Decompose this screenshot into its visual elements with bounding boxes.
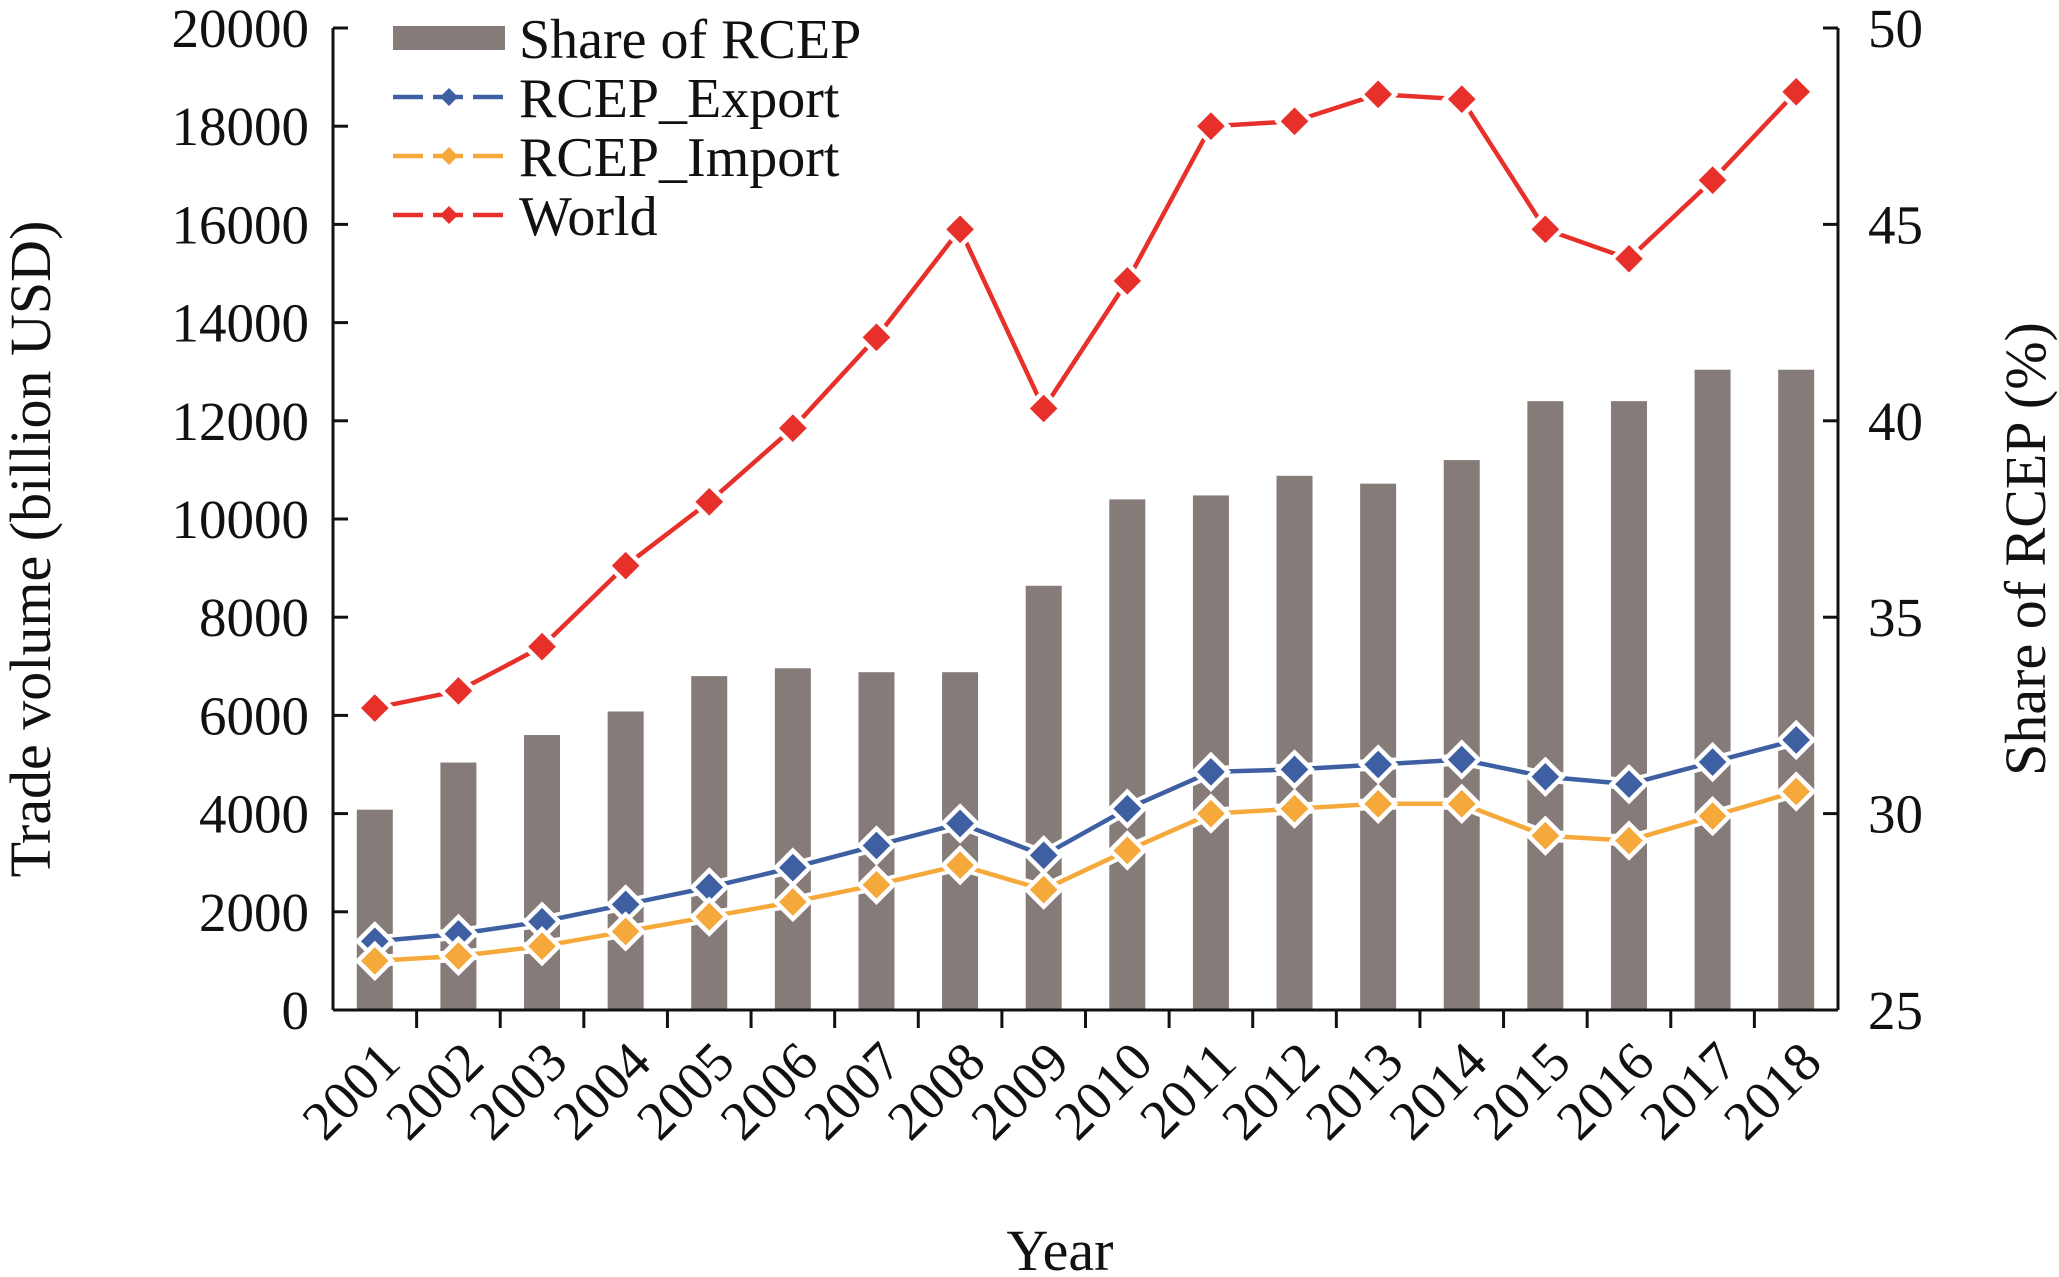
y-tick-label-left-2000: 2000: [199, 882, 309, 943]
point-world-2013: [1357, 74, 1399, 115]
legend-label-share-of-rcep: Share of RCEP: [519, 9, 861, 71]
legend-marker-rcep-import: [440, 147, 458, 165]
point-world-2012: [1274, 101, 1315, 142]
point-rcep-export-2012: [1274, 749, 1315, 790]
point-rcep-export-2016: [1608, 763, 1650, 805]
y-tick-label-right-40: 40: [1868, 391, 1923, 452]
point-world-2003: [521, 626, 563, 667]
point-world-2007: [856, 317, 897, 358]
point-rcep-import-2015: [1525, 815, 1566, 856]
y-tick-label-right-50: 50: [1868, 0, 1923, 59]
bar-share-2010: [1109, 499, 1146, 1010]
point-world-2005: [689, 481, 730, 522]
bar-share-2009: [1025, 585, 1062, 1010]
legend-marker-rcep-export: [440, 88, 458, 106]
legend-label-rcep-export: RCEP_Export: [519, 68, 840, 130]
y-tick-label-left-10000: 10000: [172, 489, 310, 550]
point-rcep-export-2015: [1525, 756, 1566, 797]
bar-share-2005: [691, 676, 728, 1010]
y-tick-label-left-20000: 20000: [172, 0, 310, 59]
point-rcep-import-2016: [1608, 820, 1650, 861]
y-tick-label-right-25: 25: [1868, 980, 1923, 1041]
point-world-2001: [354, 687, 395, 729]
y-tick-label-left-6000: 6000: [199, 685, 309, 746]
point-rcep-export-2011: [1190, 751, 1232, 793]
y-tick-label-left-18000: 18000: [172, 96, 310, 157]
point-rcep-import-2012: [1274, 788, 1315, 829]
line-halo-rcep-import: [374, 785, 1798, 967]
bar-share-2004: [607, 711, 644, 1010]
point-rcep-export-2018: [1776, 719, 1817, 761]
y-tick-label-left-8000: 8000: [199, 587, 309, 648]
y-tick-label-left-0: 0: [282, 980, 310, 1041]
point-rcep-import-2006: [772, 881, 814, 923]
x-tick-label-2018: 2018: [1712, 1030, 1833, 1151]
legend-swatch-share-of-rcep: [393, 26, 505, 50]
legend-label-rcep-import: RCEP_Import: [519, 127, 840, 189]
point-rcep-export-2008: [939, 803, 981, 844]
point-rcep-import-2001: [354, 940, 395, 982]
y-axis-title-right: Share of RCEP (%): [1993, 322, 2058, 776]
point-rcep-import-2005: [689, 896, 730, 937]
y-tick-label-right-30: 30: [1868, 784, 1923, 845]
y-tick-label-right-35: 35: [1868, 587, 1923, 648]
point-rcep-import-2013: [1357, 783, 1399, 824]
point-rcep-import-2017: [1692, 795, 1733, 837]
point-world-2015: [1525, 209, 1566, 250]
point-world-2006: [772, 407, 814, 449]
point-rcep-export-2014: [1441, 739, 1482, 780]
point-rcep-export-2010: [1107, 788, 1148, 829]
point-world-2008: [939, 209, 981, 250]
point-rcep-import-2008: [939, 844, 981, 886]
x-axis-title: Year: [1007, 1218, 1114, 1277]
point-rcep-export-2013: [1357, 744, 1399, 785]
bar-share-2012: [1276, 475, 1313, 1010]
bar-share-2006: [774, 668, 811, 1010]
bar-share-2018: [1778, 369, 1815, 1011]
bar-share-2014: [1443, 460, 1480, 1011]
point-world-2011: [1190, 106, 1232, 147]
point-rcep-export-2007: [856, 825, 897, 866]
point-rcep-import-2009: [1023, 869, 1064, 910]
point-world-2009: [1023, 388, 1064, 429]
y-axis-title-left: Trade volume (billion USD): [0, 221, 63, 878]
point-world-2016: [1608, 238, 1650, 279]
point-rcep-import-2002: [438, 935, 479, 977]
bar-share-2017: [1694, 369, 1731, 1011]
lines-layer: [354, 71, 1817, 982]
point-rcep-import-2018: [1776, 771, 1817, 812]
point-world-2017: [1692, 160, 1733, 201]
bars-layer: [356, 369, 1815, 1011]
y-tick-label-right-45: 45: [1868, 194, 1923, 255]
point-rcep-export-2017: [1692, 741, 1733, 783]
point-world-2014: [1441, 79, 1482, 120]
point-world-2010: [1107, 260, 1148, 302]
legend-marker-world: [440, 206, 458, 224]
y-tick-label-left-16000: 16000: [172, 194, 310, 255]
point-rcep-import-2011: [1190, 793, 1232, 834]
y-tick-label-left-4000: 4000: [199, 784, 309, 845]
point-rcep-import-2004: [605, 911, 646, 952]
bar-share-2016: [1610, 401, 1647, 1010]
point-world-2004: [605, 545, 646, 586]
point-world-2018: [1776, 71, 1817, 113]
point-world-2002: [438, 670, 479, 712]
point-rcep-import-2014: [1441, 783, 1482, 824]
point-rcep-import-2007: [856, 864, 897, 905]
bar-share-2003: [524, 735, 561, 1010]
point-rcep-import-2010: [1107, 830, 1148, 871]
point-rcep-import-2003: [521, 925, 563, 967]
y-tick-label-left-14000: 14000: [172, 293, 310, 354]
y-tick-label-left-12000: 12000: [172, 391, 310, 452]
bar-share-2015: [1527, 401, 1564, 1010]
legend-label-world: World: [519, 186, 658, 248]
